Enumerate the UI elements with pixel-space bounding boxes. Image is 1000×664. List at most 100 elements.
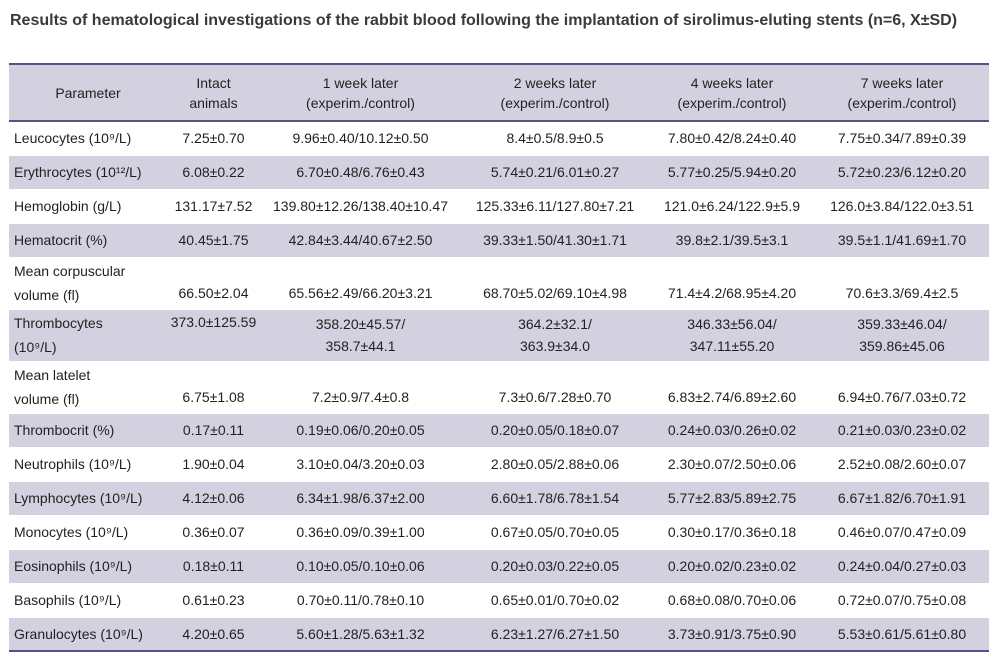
cell-week1-line1: 358.20±45.57/ [315,316,406,332]
row-parameter: Neutrophils (10⁹/L) [9,447,167,482]
table-row: Hematocrit (%) 40.45±1.75 42.84±3.44/40.… [9,223,989,258]
table-row: Monocytes (10⁹/L) 0.36±0.07 0.36±0.09/0.… [9,515,989,550]
cell-week2: 0.20±0.05/0.18±0.07 [461,413,649,448]
row-parameter: Mean latelet volume (fl) [9,361,167,414]
cell-week4: 3.73±0.91/3.75±0.90 [649,617,815,652]
cell-week1: 65.56±2.49/66.20±3.21 [260,257,461,310]
header-week4-line2: (experim./control) [677,94,787,111]
cell-intact: 7.25±0.70 [167,121,260,156]
row-parameter: Erythrocytes (10¹²/L) [9,155,167,190]
cell-week1: 6.70±0.48/6.76±0.43 [260,155,461,190]
cell-intact: 4.12±0.06 [167,481,260,516]
header-intact-line1: Intact [196,74,231,91]
header-week2-line1: 2 weeks later [513,74,597,91]
cell-week7: 39.5±1.1/41.69±1.70 [815,223,989,258]
cell-week2: 6.60±1.78/6.78±1.54 [461,481,649,516]
cell-week7: 0.21±0.03/0.23±0.02 [815,413,989,448]
table-row: Eosinophils (10⁹/L) 0.18±0.11 0.10±0.05/… [9,549,989,584]
table-row: Thrombocrit (%) 0.17±0.11 0.19±0.06/0.20… [9,413,989,448]
cell-week7: 5.72±0.23/6.12±0.20 [815,155,989,190]
cell-week4: 2.30±0.07/2.50±0.06 [649,447,815,482]
header-week7-line1: 7 weeks later [860,74,944,91]
cell-intact: 0.18±0.11 [167,549,260,584]
cell-intact: 0.17±0.11 [167,413,260,448]
table-row: Thrombocytes (10⁹/L) 373.0±125.59 358.20±… [9,309,989,362]
cell-week7: 359.33±46.04/359.86±45.06 [815,309,989,362]
row-parameter-line1: Mean latelet [14,367,91,383]
header-week2: 2 weeks later (experim./control) [461,64,649,121]
cell-intact: 1.90±0.04 [167,447,260,482]
cell-week2-line1: 364.2±32.1/ [518,316,592,332]
cell-week1: 139.80±12.26/138.40±10.47 [260,189,461,224]
cell-week2: 8.4±0.5/8.9±0.5 [461,121,649,156]
row-parameter: Thrombocytes (10⁹/L) [9,309,167,362]
header-week2-line2: (experim./control) [500,94,610,111]
header-week7-line2: (experim./control) [847,94,957,111]
header-week1-line2: (experim./control) [306,94,415,111]
cell-week4: 39.8±2.1/39.5±3.1 [649,223,815,258]
cell-week1: 0.10±0.05/0.10±0.06 [260,549,461,584]
cell-week4: 6.83±2.74/6.89±2.60 [649,361,815,414]
cell-intact: 4.20±0.65 [167,617,260,652]
row-parameter: Lymphocytes (10⁹/L) [9,481,167,516]
row-parameter-line2: volume (fl) [14,287,80,303]
cell-week2: 0.20±0.03/0.22±0.05 [461,549,649,584]
cell-intact: 131.17±7.52 [167,189,260,224]
cell-week4: 5.77±2.83/5.89±2.75 [649,481,815,516]
cell-week4: 7.80±0.42/8.24±0.40 [649,121,815,156]
table-row: Mean latelet volume (fl) 6.75±1.08 7.2±0.… [9,361,989,414]
row-parameter-line1: Thrombocytes [14,315,103,331]
header-row: Parameter Intact animals 1 week later (exp… [9,64,989,121]
cell-intact: 0.61±0.23 [167,583,260,618]
row-parameter-line2: volume (fl) [14,391,80,407]
cell-intact: 66.50±2.04 [167,257,260,310]
row-parameter: Granulocytes (10⁹/L) [9,617,167,652]
header-week4: 4 weeks later (experim./control) [649,64,815,121]
cell-intact: 40.45±1.75 [167,223,260,258]
cell-week4: 121.0±6.24/122.9±5.9 [649,189,815,224]
cell-intact: 6.08±0.22 [167,155,260,190]
cell-week2: 5.74±0.21/6.01±0.27 [461,155,649,190]
row-parameter-line2: (10⁹/L) [14,339,57,355]
cell-week2: 2.80±0.05/2.88±0.06 [461,447,649,482]
cell-week1: 358.20±45.57/358.7±44.1 [260,309,461,362]
cell-intact: 373.0±125.59 [167,309,260,362]
cell-week2: 68.70±5.02/69.10±4.98 [461,257,649,310]
cell-week1-line2: 358.7±44.1 [325,338,396,354]
cell-week7: 0.24±0.04/0.27±0.03 [815,549,989,584]
header-intact-line2: animals [189,94,238,111]
table-row: Basophils (10⁹/L) 0.61±0.23 0.70±0.11/0.… [9,583,989,618]
table-row: Leucocytes (10⁹/L) 7.25±0.70 9.96±0.40/1… [9,121,989,156]
table-row: Erythrocytes (10¹²/L) 6.08±0.22 6.70±0.4… [9,155,989,190]
cell-week7-line1: 359.33±46.04/ [857,316,947,332]
cell-week2-line2: 363.9±34.0 [520,338,590,354]
cell-week4: 0.68±0.08/0.70±0.06 [649,583,815,618]
row-parameter: Thrombocrit (%) [9,413,167,448]
cell-week4: 346.33±56.04/347.11±55.20 [649,309,815,362]
table-row: Granulocytes (10⁹/L) 4.20±0.65 5.60±1.28… [9,617,989,652]
cell-week2: 6.23±1.27/6.27±1.50 [461,617,649,652]
cell-week2: 7.3±0.6/7.28±0.70 [461,361,649,414]
cell-week4-line2: 347.11±55.20 [689,338,775,354]
header-week7: 7 weeks later (experim./control) [815,64,989,121]
row-parameter: Hematocrit (%) [9,223,167,258]
header-week1-line1: 1 week later [322,74,399,91]
cell-week7: 126.0±3.84/122.0±3.51 [815,189,989,224]
row-parameter: Eosinophils (10⁹/L) [9,549,167,584]
cell-intact: 6.75±1.08 [167,361,260,414]
cell-week1: 0.19±0.06/0.20±0.05 [260,413,461,448]
header-parameter: Parameter [55,84,121,101]
cell-week2: 39.33±1.50/41.30±1.71 [461,223,649,258]
cell-intact: 0.36±0.07 [167,515,260,550]
cell-week7: 6.67±1.82/6.70±1.91 [815,481,989,516]
row-parameter: Leucocytes (10⁹/L) [9,121,167,156]
cell-week7: 6.94±0.76/7.03±0.72 [815,361,989,414]
row-parameter-line1: Mean corpuscular [14,263,126,279]
cell-week1: 9.96±0.40/10.12±0.50 [260,121,461,156]
cell-week1: 6.34±1.98/6.37±2.00 [260,481,461,516]
results-table: Parameter Intact animals 1 week later (exp… [9,63,989,652]
cell-week4: 0.20±0.02/0.23±0.02 [649,549,815,584]
cell-week4-line1: 346.33±56.04/ [687,316,777,332]
table-row: Lymphocytes (10⁹/L) 4.12±0.06 6.34±1.98/… [9,481,989,516]
cell-week1: 0.70±0.11/0.78±0.10 [260,583,461,618]
